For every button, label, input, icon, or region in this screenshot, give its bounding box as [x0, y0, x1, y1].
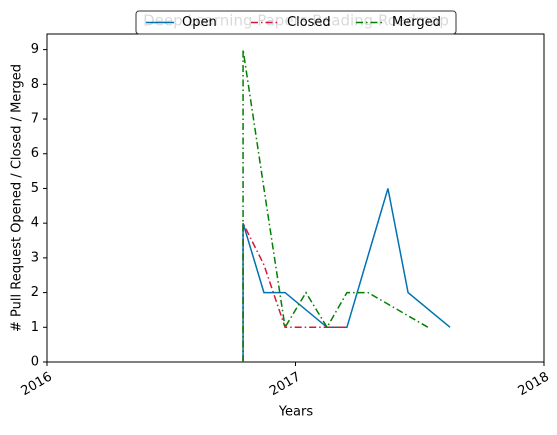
- y-tick-label: 4: [31, 216, 39, 231]
- x-axis-label: Years: [278, 405, 314, 420]
- series-line: [242, 49, 429, 362]
- y-tick-label: 1: [31, 320, 39, 335]
- series-line: [242, 222, 347, 362]
- legend-label: Closed: [287, 15, 331, 30]
- series-line: [242, 188, 451, 362]
- y-tick-label: 9: [31, 42, 39, 57]
- x-tick-label: 2017: [267, 370, 303, 400]
- y-axis-label: # Pull Request Opened / Closed / Merged: [10, 64, 25, 332]
- x-tick-label: 2018: [516, 370, 552, 400]
- y-tick-label: 6: [31, 146, 39, 161]
- legend-box: [135, 10, 457, 35]
- x-tick-label: 2016: [19, 370, 55, 400]
- y-tick-label: 0: [31, 355, 39, 370]
- y-tick-label: 8: [31, 77, 39, 92]
- y-tick-label: 7: [31, 112, 39, 127]
- y-tick-label: 3: [31, 250, 39, 265]
- plot-frame: [46, 33, 545, 363]
- legend-label: Merged: [392, 15, 441, 30]
- y-tick-label: 2: [31, 285, 39, 300]
- y-tick-label: 5: [31, 181, 39, 196]
- legend-label: Open: [182, 15, 217, 30]
